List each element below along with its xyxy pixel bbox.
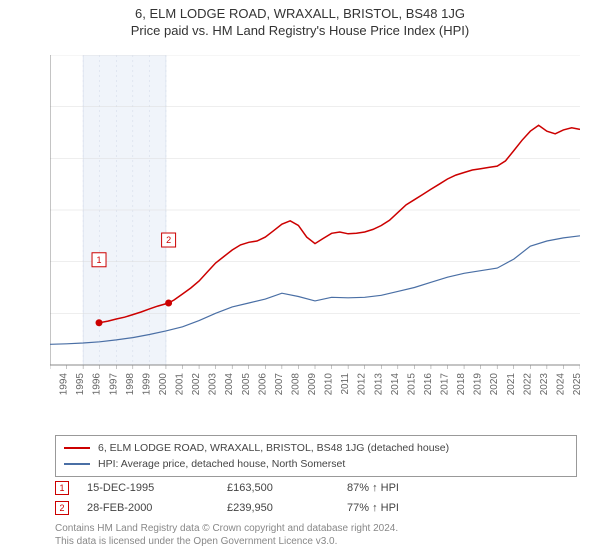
- svg-text:1999: 1999: [141, 373, 152, 396]
- tx-marker-icon: 1: [55, 481, 69, 495]
- svg-text:2011: 2011: [340, 373, 351, 395]
- legend-row: HPI: Average price, detached house, Nort…: [64, 456, 568, 472]
- svg-text:1995: 1995: [75, 373, 86, 396]
- legend-label: HPI: Average price, detached house, Nort…: [98, 456, 345, 472]
- tx-pct: 77% ↑ HPI: [347, 502, 457, 514]
- chart-subtitle: Price paid vs. HM Land Registry's House …: [0, 23, 600, 38]
- transaction-row: 2 28-FEB-2000 £239,950 77% ↑ HPI: [55, 498, 577, 518]
- tx-marker-icon: 2: [55, 501, 69, 515]
- legend-box: 6, ELM LODGE ROAD, WRAXALL, BRISTOL, BS4…: [55, 435, 577, 477]
- svg-text:2012: 2012: [357, 373, 368, 396]
- svg-text:2020: 2020: [489, 373, 500, 396]
- svg-text:2024: 2024: [555, 373, 566, 396]
- legend-swatch: [64, 463, 90, 465]
- svg-text:2009: 2009: [307, 373, 318, 396]
- svg-text:1997: 1997: [108, 373, 119, 396]
- svg-text:2014: 2014: [390, 373, 401, 396]
- svg-text:2021: 2021: [506, 373, 517, 396]
- legend-row: 6, ELM LODGE ROAD, WRAXALL, BRISTOL, BS4…: [64, 440, 568, 456]
- title-block: 6, ELM LODGE ROAD, WRAXALL, BRISTOL, BS4…: [0, 0, 600, 38]
- tx-date: 28-FEB-2000: [87, 502, 227, 514]
- svg-text:2022: 2022: [522, 373, 533, 396]
- svg-text:1996: 1996: [92, 373, 103, 396]
- svg-text:2001: 2001: [175, 373, 186, 396]
- tx-price: £163,500: [227, 482, 347, 494]
- svg-text:2004: 2004: [224, 373, 235, 396]
- tx-pct: 87% ↑ HPI: [347, 482, 457, 494]
- chart-svg: £0£200K£400K£600K£800K£1M£1.2M1993199419…: [50, 55, 580, 425]
- svg-text:2010: 2010: [324, 373, 335, 396]
- tx-price: £239,950: [227, 502, 347, 514]
- svg-text:2019: 2019: [473, 373, 484, 396]
- svg-text:2007: 2007: [274, 373, 285, 396]
- chart-title: 6, ELM LODGE ROAD, WRAXALL, BRISTOL, BS4…: [0, 6, 600, 21]
- footer-line: Contains HM Land Registry data © Crown c…: [55, 522, 577, 535]
- chart-container: 6, ELM LODGE ROAD, WRAXALL, BRISTOL, BS4…: [0, 0, 600, 560]
- svg-text:1: 1: [97, 255, 102, 265]
- svg-text:2018: 2018: [456, 373, 467, 396]
- legend-swatch: [64, 447, 90, 449]
- svg-text:2017: 2017: [440, 373, 451, 396]
- chart-area: £0£200K£400K£600K£800K£1M£1.2M1993199419…: [50, 55, 580, 395]
- footer-line: This data is licensed under the Open Gov…: [55, 535, 577, 548]
- svg-text:2003: 2003: [208, 373, 219, 396]
- svg-text:1993: 1993: [50, 373, 53, 396]
- svg-text:2016: 2016: [423, 373, 434, 396]
- svg-text:2002: 2002: [191, 373, 202, 396]
- svg-text:2025: 2025: [572, 373, 580, 396]
- svg-text:2008: 2008: [290, 373, 301, 396]
- transaction-row: 1 15-DEC-1995 £163,500 87% ↑ HPI: [55, 478, 577, 498]
- svg-text:2000: 2000: [158, 373, 169, 396]
- svg-text:2015: 2015: [406, 373, 417, 396]
- legend-label: 6, ELM LODGE ROAD, WRAXALL, BRISTOL, BS4…: [98, 440, 449, 456]
- svg-text:2006: 2006: [257, 373, 268, 396]
- svg-text:2013: 2013: [373, 373, 384, 396]
- svg-text:2: 2: [166, 235, 171, 245]
- svg-text:1998: 1998: [125, 373, 136, 396]
- svg-text:1994: 1994: [59, 373, 70, 396]
- footer-block: Contains HM Land Registry data © Crown c…: [55, 522, 577, 548]
- svg-text:2005: 2005: [241, 373, 252, 396]
- svg-text:2023: 2023: [539, 373, 550, 396]
- tx-date: 15-DEC-1995: [87, 482, 227, 494]
- transactions-block: 1 15-DEC-1995 £163,500 87% ↑ HPI 2 28-FE…: [55, 478, 577, 518]
